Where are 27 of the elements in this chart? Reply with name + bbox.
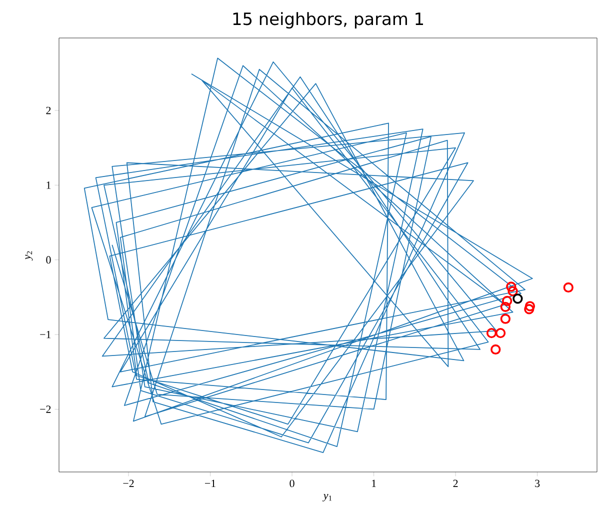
y-axis-title: y$_{2}$ xyxy=(25,251,33,261)
x-tick-label: 3 xyxy=(535,480,540,488)
y-tick-label: 0 xyxy=(46,256,51,264)
point xyxy=(506,282,516,292)
x-tick-label: −1 xyxy=(204,480,216,487)
point xyxy=(524,304,534,314)
point xyxy=(512,294,523,304)
point xyxy=(490,344,501,355)
point xyxy=(495,328,506,338)
chart-title: 15 neighbors, param 1 xyxy=(233,12,423,28)
point xyxy=(502,296,512,306)
point xyxy=(486,328,497,338)
point xyxy=(524,301,536,312)
x-tick-label: 0 xyxy=(290,480,294,488)
point xyxy=(563,282,574,293)
x-tick-label: −2 xyxy=(123,480,134,488)
y-tick-label: 2 xyxy=(46,106,51,114)
point xyxy=(508,286,518,296)
y-tick-label: −1 xyxy=(40,330,51,338)
point xyxy=(500,314,511,324)
y-tick-label: 1 xyxy=(46,182,51,189)
x-axis-title: y$_{1}$ xyxy=(322,494,332,502)
y-tick-label: −2 xyxy=(40,406,51,413)
x-tick-label: 1 xyxy=(372,480,376,487)
line-series xyxy=(84,58,533,454)
x-tick-label: 2 xyxy=(453,480,458,488)
point xyxy=(500,302,511,312)
